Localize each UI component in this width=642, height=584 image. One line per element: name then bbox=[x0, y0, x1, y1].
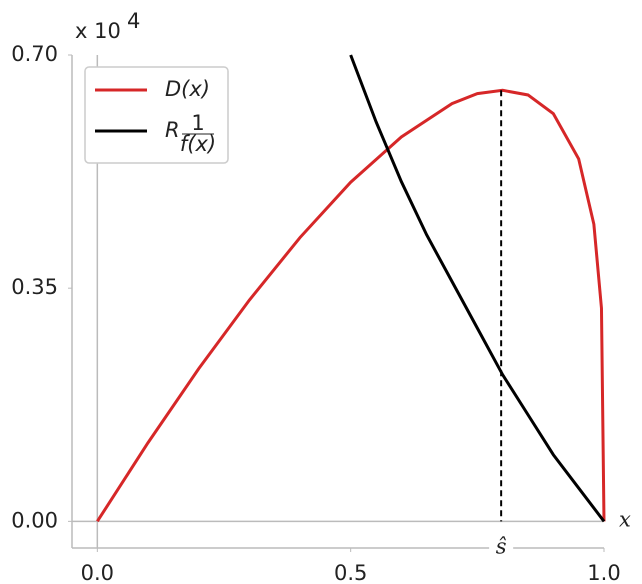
x-tick-label: 0.5 bbox=[334, 561, 367, 584]
y-tick-label: 0.00 bbox=[11, 508, 58, 532]
legend-label: R bbox=[165, 118, 180, 142]
legend-label: D(x) bbox=[165, 77, 210, 101]
x-tick-label: 1.0 bbox=[587, 561, 620, 584]
series-line bbox=[96, 88, 606, 523]
y-tick-label: 0.35 bbox=[11, 275, 58, 299]
x-tick-label: 0.0 bbox=[81, 561, 114, 584]
legend-fraction-numerator: 1 bbox=[191, 111, 204, 135]
legend-fraction-denominator: f(x) bbox=[180, 132, 216, 156]
marker-label: ŝ bbox=[496, 535, 507, 559]
offset-base: x 10 bbox=[75, 19, 121, 43]
y-tick-label: 0.70 bbox=[11, 42, 58, 66]
series-line bbox=[349, 54, 606, 523]
marker-label-bg bbox=[489, 528, 514, 564]
x-axis-label: x bbox=[619, 508, 631, 532]
offset-exponent: 4 bbox=[127, 9, 140, 33]
